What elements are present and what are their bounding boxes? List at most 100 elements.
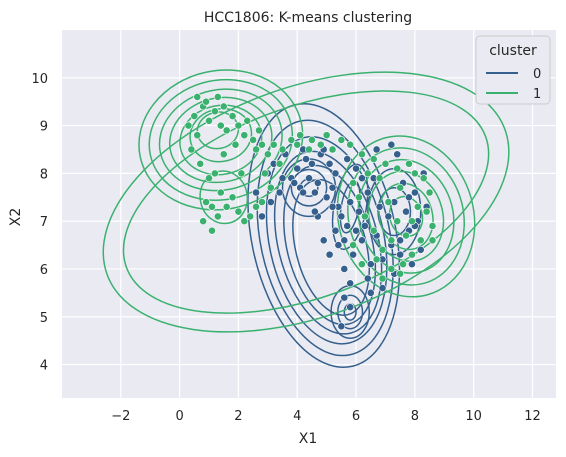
scatter-point-cluster-0 bbox=[334, 241, 343, 249]
scatter-point-cluster-1 bbox=[205, 174, 213, 183]
scatter-point-cluster-1 bbox=[269, 140, 278, 149]
scatter-point-cluster-1 bbox=[187, 145, 196, 154]
scatter-point-cluster-0 bbox=[310, 207, 319, 216]
kde-contour-cluster-1 bbox=[199, 170, 249, 225]
scatter-point-cluster-1 bbox=[219, 102, 228, 111]
scatter-point-cluster-1 bbox=[360, 212, 369, 221]
scatter-point-cluster-0 bbox=[363, 188, 372, 197]
y-tick-label: 7 bbox=[40, 215, 48, 230]
scatter-point-cluster-0 bbox=[299, 188, 308, 197]
scatter-point-cluster-1 bbox=[258, 140, 266, 149]
scatter-point-cluster-1 bbox=[240, 131, 249, 140]
scatter-point-cluster-0 bbox=[313, 179, 322, 187]
x-tick-label: 0 bbox=[175, 409, 183, 424]
scatter-point-cluster-0 bbox=[252, 188, 260, 197]
scatter-point-cluster-1 bbox=[222, 126, 231, 135]
scatter-point-cluster-0 bbox=[352, 226, 360, 235]
scatter-point-cluster-0 bbox=[308, 159, 316, 168]
scatter-point-cluster-1 bbox=[396, 269, 405, 278]
legend-title: cluster bbox=[489, 43, 537, 59]
scatter-point-cluster-1 bbox=[222, 202, 231, 211]
scatter-point-cluster-1 bbox=[275, 159, 284, 168]
scatter-point-cluster-1 bbox=[287, 136, 296, 144]
scatter-point-cluster-0 bbox=[416, 245, 425, 254]
scatter-point-cluster-0 bbox=[325, 159, 334, 168]
y-tick-label: 4 bbox=[40, 359, 48, 374]
scatter-point-cluster-0 bbox=[340, 265, 349, 273]
scatter-point-cluster-1 bbox=[369, 226, 378, 235]
scatter-point-cluster-0 bbox=[396, 250, 405, 259]
scatter-point-cluster-0 bbox=[328, 202, 337, 211]
scatter-point-cluster-1 bbox=[184, 121, 193, 130]
scatter-point-cluster-1 bbox=[402, 231, 410, 240]
scatter-point-cluster-1 bbox=[202, 97, 210, 106]
kde-contour-cluster-1 bbox=[138, 69, 304, 211]
x-tick-label: 10 bbox=[465, 409, 482, 424]
scatter-point-cluster-0 bbox=[343, 155, 352, 163]
legend: cluster 0 1 bbox=[475, 35, 551, 105]
scatter-point-cluster-0 bbox=[360, 222, 369, 230]
scatter-point-cluster-0 bbox=[331, 169, 340, 178]
scatter-point-cluster-1 bbox=[428, 222, 437, 230]
x-axis-label: X1 bbox=[299, 431, 318, 447]
scatter-point-cluster-0 bbox=[375, 202, 384, 211]
scatter-point-cluster-1 bbox=[328, 145, 337, 154]
scatter-point-cluster-1 bbox=[205, 116, 213, 125]
scatter-point-cluster-0 bbox=[393, 150, 402, 159]
scatter-point-cluster-1 bbox=[255, 126, 263, 135]
scatter-point-cluster-0 bbox=[384, 212, 393, 221]
scatter-point-cluster-1 bbox=[349, 241, 358, 249]
scatter-point-cluster-1 bbox=[219, 150, 228, 159]
chart-title: HCC1806: K-means clustering bbox=[204, 10, 412, 26]
scatter-point-cluster-1 bbox=[419, 174, 428, 183]
kde-contour-cluster-0 bbox=[290, 168, 328, 207]
scatter-point-cluster-0 bbox=[328, 183, 337, 192]
scatter-point-cluster-0 bbox=[346, 279, 355, 288]
scatter-point-cluster-0 bbox=[363, 274, 372, 283]
scatter-point-cluster-1 bbox=[393, 164, 402, 173]
scatter-point-cluster-0 bbox=[346, 198, 355, 206]
scatter-point-cluster-0 bbox=[410, 188, 419, 197]
scatter-point-cluster-1 bbox=[358, 260, 366, 269]
scatter-point-cluster-0 bbox=[293, 164, 302, 173]
scatter-point-cluster-1 bbox=[211, 107, 219, 116]
scatter-point-cluster-1 bbox=[234, 207, 243, 216]
scatter-point-cluster-1 bbox=[425, 188, 434, 197]
kde-contour-cluster-1 bbox=[158, 88, 283, 192]
x-tick-label: 12 bbox=[524, 409, 541, 424]
scatter-point-cluster-0 bbox=[408, 260, 416, 269]
scatter-point-cluster-0 bbox=[305, 174, 313, 183]
scatter-point-cluster-1 bbox=[202, 198, 210, 206]
scatter-point-cluster-1 bbox=[308, 136, 316, 144]
scatter-point-cluster-0 bbox=[319, 236, 328, 245]
scatter-point-cluster-1 bbox=[190, 112, 199, 120]
y-tick-label: 8 bbox=[40, 167, 48, 182]
scatter-point-cluster-0 bbox=[331, 226, 340, 235]
scatter-point-cluster-0 bbox=[340, 293, 349, 302]
scatter-point-cluster-1 bbox=[246, 212, 255, 221]
scatter-point-cluster-1 bbox=[322, 131, 331, 140]
scatter-point-cluster-1 bbox=[213, 212, 222, 221]
scatter-point-cluster-1 bbox=[410, 169, 419, 178]
scatter-point-cluster-1 bbox=[231, 140, 240, 149]
y-axis-label: X2 bbox=[8, 208, 24, 227]
kde-contour-cluster-1 bbox=[367, 170, 445, 263]
scatter-point-cluster-0 bbox=[322, 193, 331, 202]
scatter-point-cluster-0 bbox=[340, 236, 349, 245]
scatter-point-cluster-1 bbox=[346, 140, 355, 149]
scatter-point-cluster-1 bbox=[399, 260, 407, 269]
scatter-point-cluster-1 bbox=[208, 226, 216, 235]
scatter-point-cluster-0 bbox=[405, 193, 413, 202]
y-tick-label: 5 bbox=[40, 311, 48, 326]
x-tick-label: 2 bbox=[234, 409, 242, 424]
scatter-point-cluster-1 bbox=[337, 136, 346, 144]
scatter-point-cluster-0 bbox=[346, 303, 355, 312]
scatter-point-cluster-1 bbox=[408, 217, 416, 226]
scatter-point-cluster-1 bbox=[293, 140, 302, 149]
y-tick-label: 6 bbox=[40, 263, 48, 278]
scatter-point-cluster-0 bbox=[378, 284, 387, 292]
scatter-point-cluster-0 bbox=[355, 207, 363, 216]
scatter-point-cluster-0 bbox=[343, 222, 352, 230]
scatter-point-cluster-1 bbox=[413, 202, 422, 211]
